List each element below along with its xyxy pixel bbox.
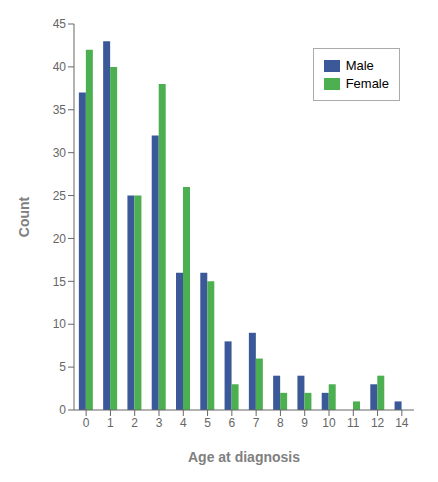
svg-text:7: 7 bbox=[253, 416, 260, 430]
svg-text:0: 0 bbox=[83, 416, 90, 430]
svg-text:9: 9 bbox=[301, 416, 308, 430]
svg-text:20: 20 bbox=[53, 232, 67, 246]
svg-text:10: 10 bbox=[322, 416, 336, 430]
svg-text:3: 3 bbox=[156, 416, 163, 430]
svg-text:30: 30 bbox=[53, 146, 67, 160]
html-text:Female: Female bbox=[345, 76, 389, 91]
svg-text:5: 5 bbox=[59, 360, 66, 374]
svg-text:5: 5 bbox=[204, 416, 211, 430]
svg-text:8: 8 bbox=[277, 416, 284, 430]
svg-text:25: 25 bbox=[53, 189, 67, 203]
svg-text:15: 15 bbox=[53, 275, 67, 289]
svg-text:11: 11 bbox=[347, 416, 360, 430]
svg-text:12: 12 bbox=[371, 416, 385, 430]
svg-text:0: 0 bbox=[59, 403, 66, 417]
html-text:Male: Male bbox=[345, 58, 374, 73]
svg-text:40: 40 bbox=[53, 60, 67, 74]
svg-text:35: 35 bbox=[53, 103, 67, 117]
svg-text:Age at diagnosis: Age at diagnosis bbox=[188, 449, 300, 465]
svg-text:Count: Count bbox=[16, 196, 32, 237]
svg-text:14: 14 bbox=[395, 416, 409, 430]
svg-text:1: 1 bbox=[107, 416, 114, 430]
svg-text:10: 10 bbox=[53, 317, 67, 331]
svg-text:45: 45 bbox=[53, 17, 67, 31]
svg-text:6: 6 bbox=[229, 416, 236, 430]
svg-text:4: 4 bbox=[180, 416, 187, 430]
svg-text:2: 2 bbox=[131, 416, 138, 430]
